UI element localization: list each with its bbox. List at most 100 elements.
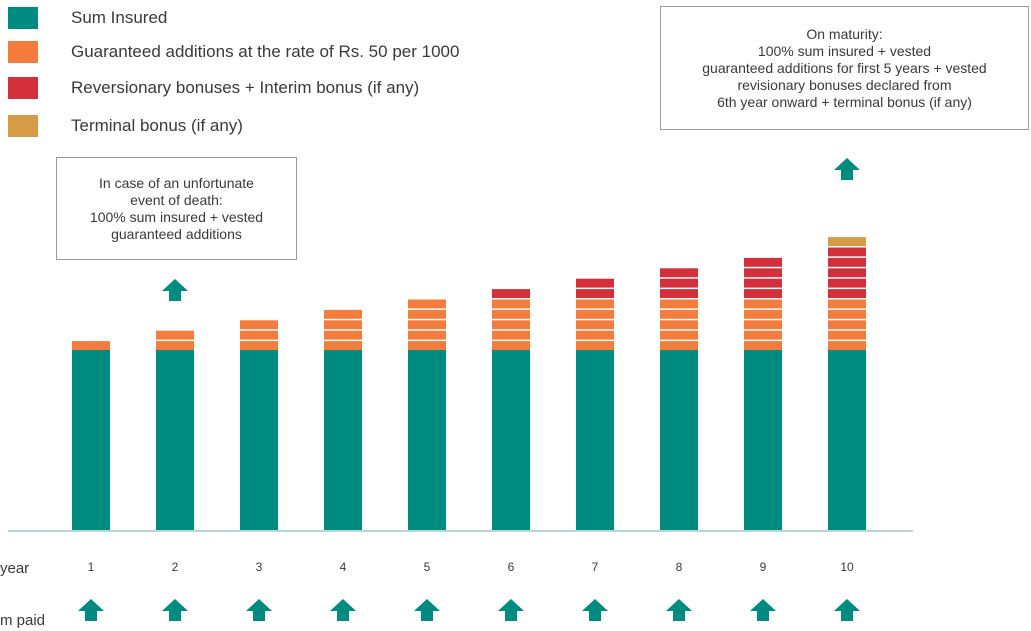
bar-segment-reversionary-bonus-8-1 bbox=[660, 289, 698, 298]
bar-sum-insured-9 bbox=[744, 350, 782, 530]
bar-segment-reversionary-bonus-6-1 bbox=[492, 289, 530, 298]
legend-label-guaranteed-additions: Guaranteed additions at the rate of Rs. … bbox=[71, 42, 459, 62]
legend-item-terminal-bonus: Terminal bonus (if any) bbox=[8, 114, 243, 138]
year-tick-label-8: 8 bbox=[676, 560, 683, 574]
legend-item-guaranteed-additions: Guaranteed additions at the rate of Rs. … bbox=[8, 40, 459, 64]
bar-segment-guaranteed-additions-10-4 bbox=[828, 310, 866, 319]
bar-segment-guaranteed-additions-6-5 bbox=[492, 300, 530, 309]
premium-paid-arrow-9 bbox=[750, 599, 776, 621]
bar-segment-reversionary-bonus-10-4 bbox=[828, 258, 866, 267]
bar-sum-insured-10 bbox=[828, 350, 866, 530]
bar-segment-guaranteed-additions-10-3 bbox=[828, 320, 866, 329]
bar-segment-guaranteed-additions-7-3 bbox=[576, 320, 614, 329]
bar-segment-guaranteed-additions-7-5 bbox=[576, 300, 614, 309]
bar-segment-guaranteed-additions-6-1 bbox=[492, 341, 530, 350]
maturity-note-line-5: 6th year onward + terminal bonus (if any… bbox=[702, 94, 986, 111]
year-tick-label-10: 10 bbox=[840, 560, 854, 574]
bar-segment-guaranteed-additions-6-3 bbox=[492, 320, 530, 329]
bar-segment-guaranteed-additions-4-4 bbox=[324, 310, 362, 319]
bar-sum-insured-5 bbox=[408, 350, 446, 530]
bar-segment-terminal-bonus-10-1 bbox=[828, 237, 866, 246]
bar-sum-insured-1 bbox=[72, 350, 110, 530]
bar-segment-guaranteed-additions-4-2 bbox=[324, 331, 362, 340]
bar-segment-guaranteed-additions-8-2 bbox=[660, 331, 698, 340]
premium-paid-arrow-4 bbox=[330, 599, 356, 621]
legend-swatch-reversionary-bonus bbox=[8, 77, 38, 99]
maturity-note-line-4: revisionary bonuses declared from bbox=[702, 77, 986, 94]
bar-segment-guaranteed-additions-7-1 bbox=[576, 341, 614, 350]
year-tick-label-7: 7 bbox=[592, 560, 599, 574]
legend-label-terminal-bonus: Terminal bonus (if any) bbox=[71, 116, 243, 136]
bar-segment-guaranteed-additions-4-3 bbox=[324, 320, 362, 329]
bar-segment-guaranteed-additions-2-2 bbox=[156, 331, 194, 340]
bar-segment-guaranteed-additions-6-2 bbox=[492, 331, 530, 340]
maturity-note-line-1: On maturity: bbox=[702, 26, 986, 43]
bar-segment-guaranteed-additions-10-2 bbox=[828, 331, 866, 340]
maturity-note-line-3: guaranteed additions for first 5 years +… bbox=[702, 60, 986, 77]
death-benefit-arrow bbox=[162, 279, 188, 301]
bar-sum-insured-2 bbox=[156, 350, 194, 530]
legend-swatch-sum-insured bbox=[8, 7, 38, 29]
bar-sum-insured-4 bbox=[324, 350, 362, 530]
premium-paid-arrow-5 bbox=[414, 599, 440, 621]
bar-segment-reversionary-bonus-9-2 bbox=[744, 279, 782, 288]
bar-segment-guaranteed-additions-9-4 bbox=[744, 310, 782, 319]
bar-segment-guaranteed-additions-6-4 bbox=[492, 310, 530, 319]
bar-segment-reversionary-bonus-10-5 bbox=[828, 248, 866, 257]
premium-paid-arrow-10 bbox=[834, 599, 860, 621]
death-benefit-note: In case of an unfortunate event of death… bbox=[56, 157, 297, 260]
premium-paid-arrow-2 bbox=[162, 599, 188, 621]
bar-segment-guaranteed-additions-5-5 bbox=[408, 300, 446, 309]
bar-segment-guaranteed-additions-9-5 bbox=[744, 300, 782, 309]
bar-sum-insured-8 bbox=[660, 350, 698, 530]
bar-segment-guaranteed-additions-7-4 bbox=[576, 310, 614, 319]
bar-segment-guaranteed-additions-3-2 bbox=[240, 331, 278, 340]
bar-segment-reversionary-bonus-8-2 bbox=[660, 279, 698, 288]
legend-swatch-guaranteed-additions bbox=[8, 41, 38, 63]
premium-paid-arrow-8 bbox=[666, 599, 692, 621]
bar-segment-guaranteed-additions-2-1 bbox=[156, 341, 194, 350]
death-note-line-1: In case of an unfortunate bbox=[90, 175, 263, 192]
bar-segment-reversionary-bonus-10-2 bbox=[828, 279, 866, 288]
year-tick-label-3: 3 bbox=[256, 560, 263, 574]
maturity-note-line-2: 100% sum insured + vested bbox=[702, 43, 986, 60]
bar-segment-reversionary-bonus-9-3 bbox=[744, 268, 782, 277]
bar-segment-guaranteed-additions-1-1 bbox=[72, 341, 110, 350]
death-note-line-2: event of death: bbox=[90, 192, 263, 209]
bar-segment-guaranteed-additions-5-3 bbox=[408, 320, 446, 329]
legend-label-reversionary-bonus: Reversionary bonuses + Interim bonus (if… bbox=[71, 78, 419, 98]
bar-sum-insured-7 bbox=[576, 350, 614, 530]
legend-swatch-terminal-bonus bbox=[8, 115, 38, 137]
year-tick-label-6: 6 bbox=[508, 560, 515, 574]
death-note-line-4: guaranteed additions bbox=[90, 226, 263, 243]
year-tick-label-4: 4 bbox=[340, 560, 347, 574]
bar-segment-reversionary-bonus-9-4 bbox=[744, 258, 782, 267]
bar-segment-guaranteed-additions-3-3 bbox=[240, 320, 278, 329]
legend-item-sum-insured: Sum Insured bbox=[8, 6, 167, 30]
bar-segment-reversionary-bonus-9-1 bbox=[744, 289, 782, 298]
year-tick-label-1: 1 bbox=[88, 560, 95, 574]
bar-segment-reversionary-bonus-10-1 bbox=[828, 289, 866, 298]
premium-paid-row-label: m paid bbox=[0, 612, 45, 629]
legend-item-reversionary-bonus: Reversionary bonuses + Interim bonus (if… bbox=[8, 76, 419, 100]
bar-segment-guaranteed-additions-5-2 bbox=[408, 331, 446, 340]
bar-segment-guaranteed-additions-4-1 bbox=[324, 341, 362, 350]
maturity-benefit-note: On maturity: 100% sum insured + vested g… bbox=[660, 6, 1029, 130]
premium-paid-arrow-3 bbox=[246, 599, 272, 621]
year-tick-label-9: 9 bbox=[760, 560, 767, 574]
bar-sum-insured-3 bbox=[240, 350, 278, 530]
bar-segment-guaranteed-additions-3-1 bbox=[240, 341, 278, 350]
premium-paid-arrow-1 bbox=[78, 599, 104, 621]
bar-segment-reversionary-bonus-7-1 bbox=[576, 289, 614, 298]
bar-segment-guaranteed-additions-9-1 bbox=[744, 341, 782, 350]
bar-segment-guaranteed-additions-5-4 bbox=[408, 310, 446, 319]
bar-segment-guaranteed-additions-10-1 bbox=[828, 341, 866, 350]
bar-segment-guaranteed-additions-5-1 bbox=[408, 341, 446, 350]
bar-segment-guaranteed-additions-9-3 bbox=[744, 320, 782, 329]
year-tick-label-5: 5 bbox=[424, 560, 431, 574]
bar-segment-reversionary-bonus-7-2 bbox=[576, 279, 614, 288]
bar-segment-guaranteed-additions-8-5 bbox=[660, 300, 698, 309]
premium-paid-arrow-7 bbox=[582, 599, 608, 621]
bar-segment-guaranteed-additions-9-2 bbox=[744, 331, 782, 340]
bar-segment-reversionary-bonus-10-3 bbox=[828, 268, 866, 277]
